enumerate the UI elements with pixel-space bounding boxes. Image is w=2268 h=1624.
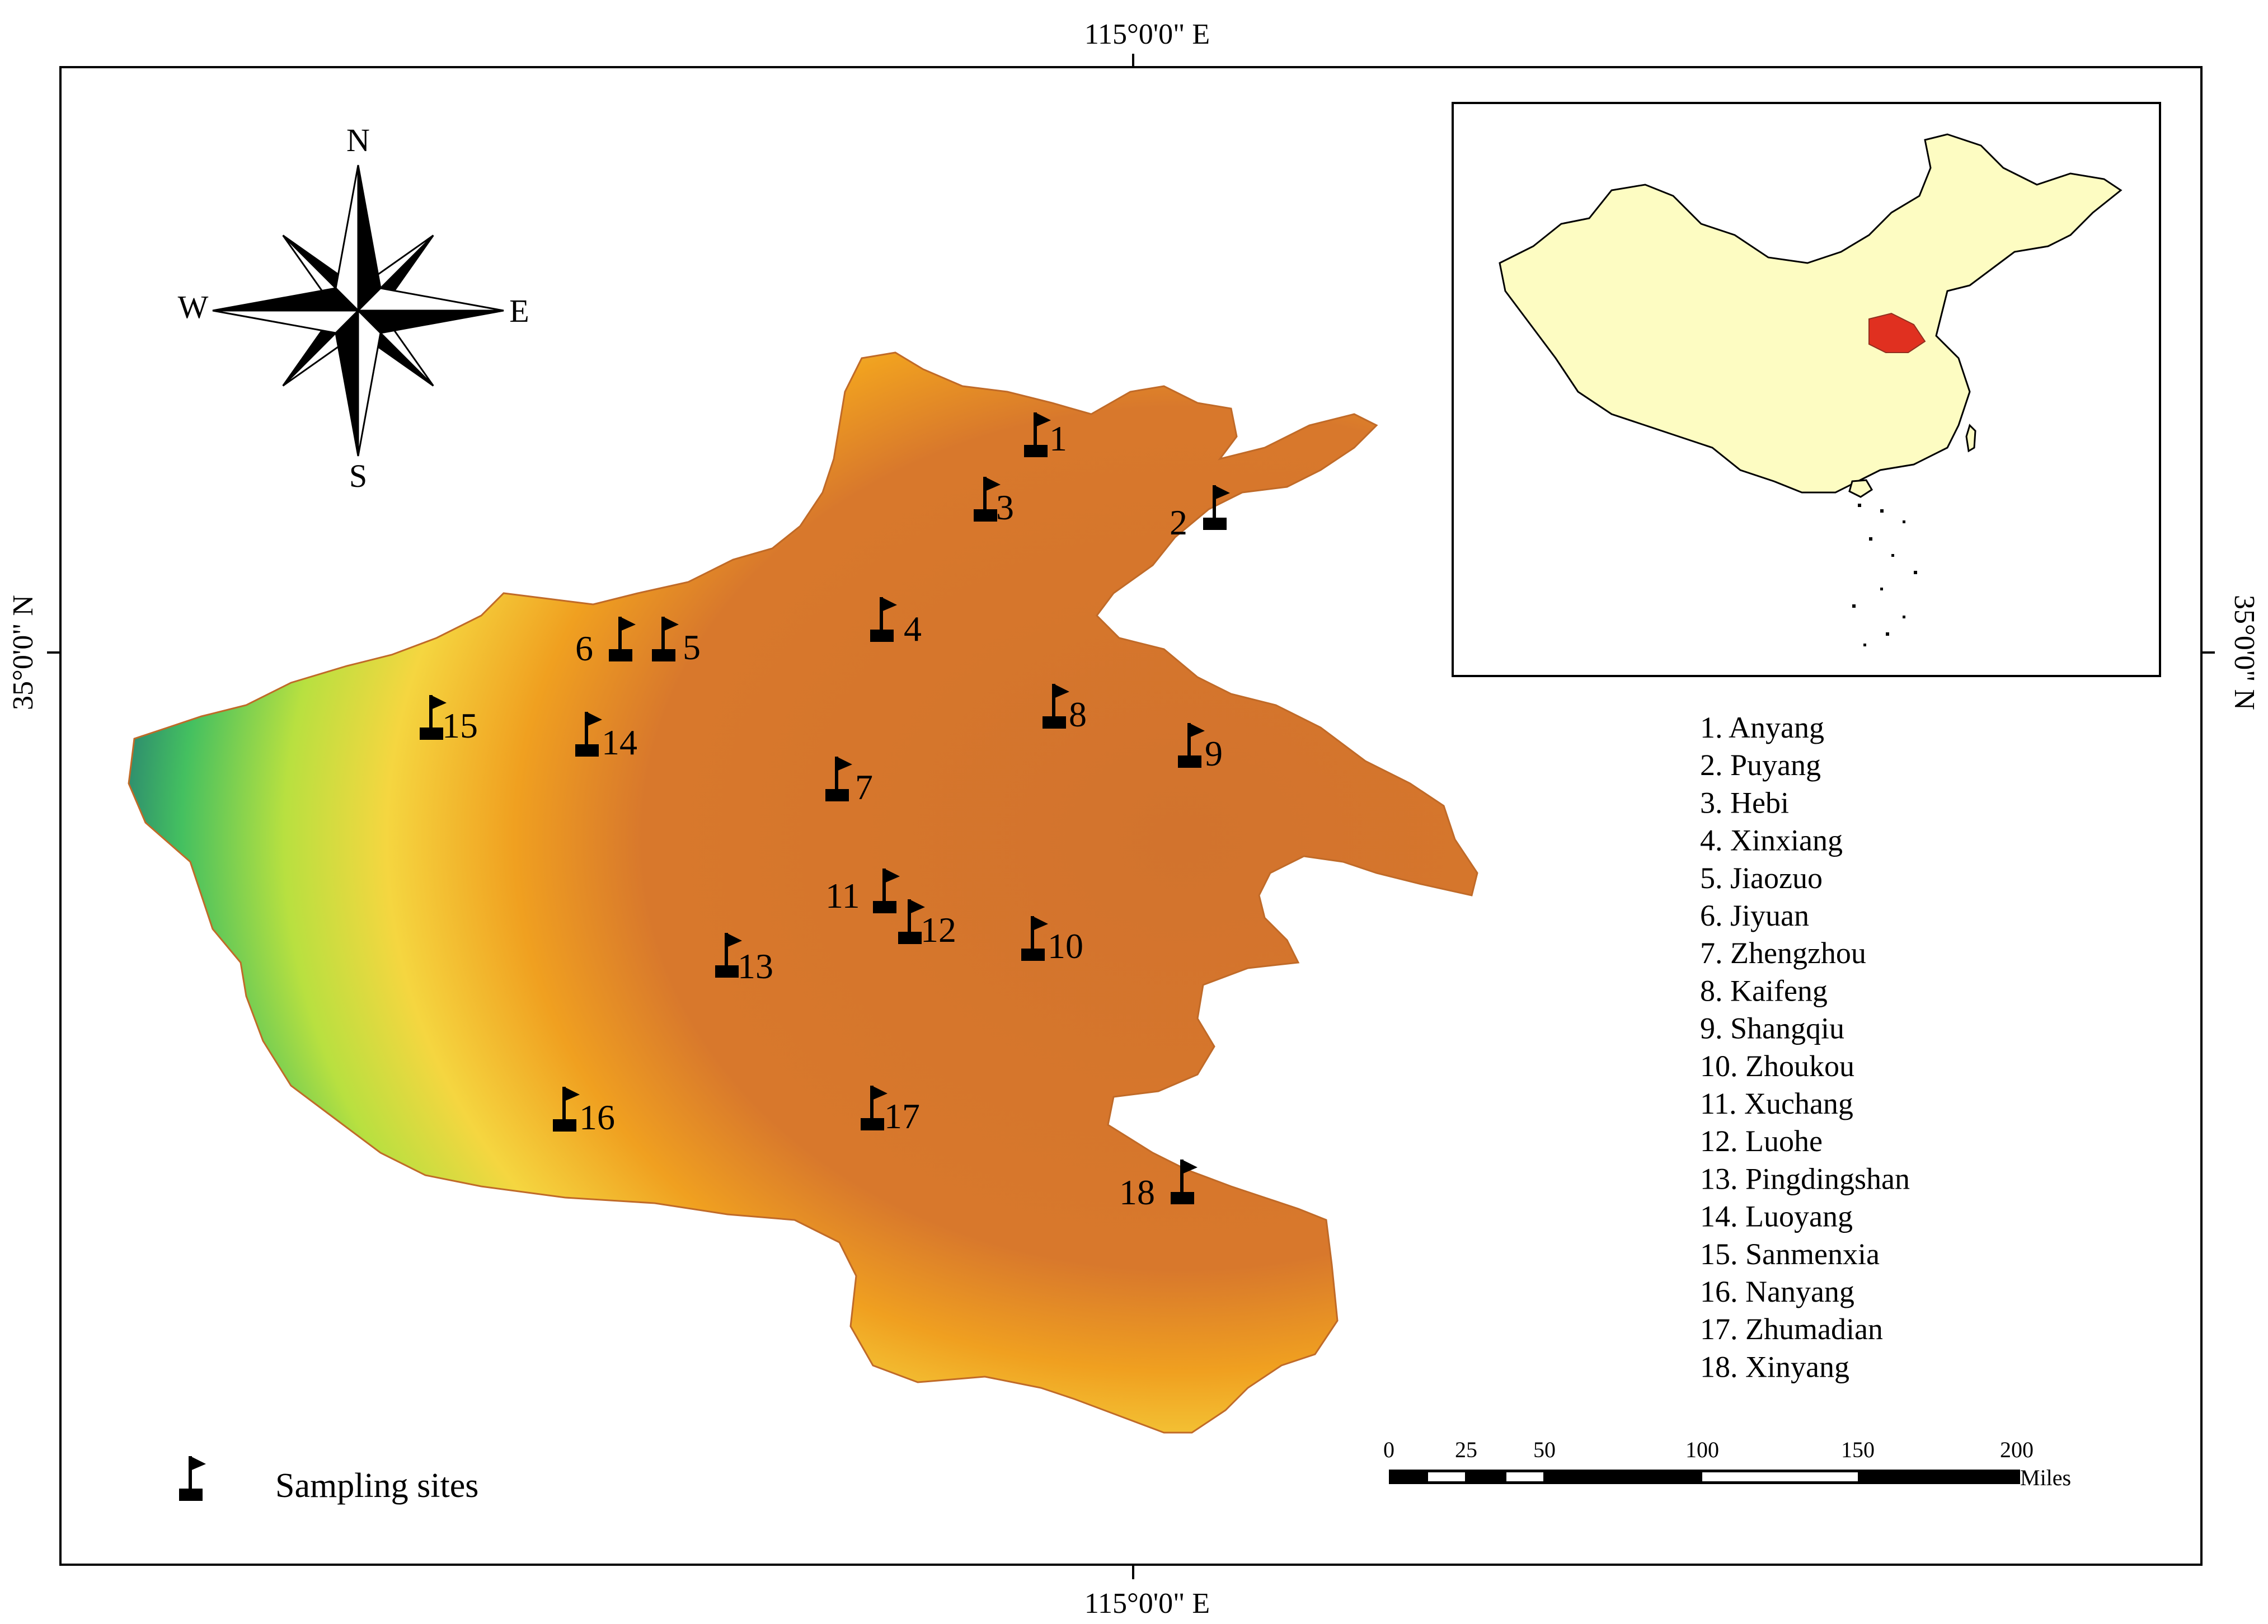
inset-china-outline [1499, 133, 2123, 494]
site-label: 13 [738, 946, 773, 986]
city-legend-row: 3. Hebi [1700, 786, 1789, 819]
right-coordinate-label: 35°0'0" N [2228, 595, 2260, 710]
site-15: 15 [420, 695, 478, 745]
city-legend-row: 9. Shangqiu [1700, 1012, 1844, 1045]
site-8: 8 [1043, 684, 1087, 734]
scale-unit-label: Miles [2020, 1465, 2071, 1490]
city-legend-row: 7. Zhengzhou [1700, 936, 1866, 970]
site-12: 12 [898, 899, 956, 950]
left-coordinate-label: 35°0'0" N [7, 595, 39, 710]
city-legend-row: 11. Xuchang [1700, 1087, 1853, 1120]
site-2: 2 [1170, 485, 1230, 542]
city-legend-list: 1. Anyang 2. Puyang 3. Hebi 4. Xinxiang 5. J… [1700, 711, 1910, 1383]
scale-tick-50: 50 [1533, 1437, 1556, 1462]
compass-west-label: W [178, 289, 209, 325]
site-label: 4 [904, 609, 922, 649]
city-legend-row: 8. Kaifeng [1700, 974, 1828, 1007]
site-16: 16 [553, 1087, 615, 1137]
province-relief-area [128, 351, 1478, 1434]
site-label: 5 [683, 627, 701, 667]
city-legend-row: 18. Xinyang [1700, 1350, 1849, 1383]
site-5: 5 [652, 617, 701, 667]
city-legend-row: 16. Nanyang [1700, 1275, 1854, 1308]
site-4: 4 [870, 597, 922, 649]
city-legend-row: 10. Zhoukou [1700, 1049, 1854, 1083]
scale-bar [1389, 1470, 2020, 1484]
site-label: 2 [1170, 503, 1187, 542]
site-label: 18 [1119, 1172, 1155, 1212]
site-1: 1 [1024, 412, 1067, 458]
inset-south-sea-islands [1852, 504, 1917, 646]
compass-south-label: S [349, 458, 367, 494]
site-label: 6 [575, 628, 593, 668]
site-label: 1 [1049, 419, 1067, 458]
site-14: 14 [575, 712, 637, 762]
site-label: 12 [921, 910, 956, 950]
site-label: 9 [1205, 734, 1223, 773]
site-label: 8 [1069, 694, 1087, 734]
inset-taiwan-island [1965, 424, 1976, 453]
site-label: 17 [884, 1096, 920, 1136]
site-6: 6 [575, 617, 636, 668]
scale-tick-25: 25 [1455, 1437, 1477, 1462]
city-legend-row: 6. Jiyuan [1700, 899, 1809, 932]
city-legend-row: 4. Xinxiang [1700, 824, 1843, 857]
site-label: 14 [602, 722, 637, 762]
site-label: 15 [442, 706, 478, 745]
compass-main-star [212, 165, 504, 457]
compass-north-label: N [346, 122, 370, 158]
site-3: 3 [974, 477, 1014, 527]
bottom-coordinate-label: 115°0'0" E [1084, 1588, 1210, 1620]
city-legend-row: 2. Puyang [1700, 748, 1821, 782]
site-label: 11 [825, 876, 860, 916]
scale-tick-100: 100 [1685, 1437, 1719, 1462]
site-7: 7 [825, 757, 873, 807]
compass-east-label: E [509, 293, 529, 329]
city-legend-row: 13. Pingdingshan [1700, 1162, 1910, 1195]
site-13: 13 [715, 933, 773, 986]
sampling-sites-legend-label: Sampling sites [275, 1467, 478, 1505]
site-label: 7 [855, 767, 873, 807]
site-17: 17 [861, 1086, 920, 1136]
site-label: 10 [1048, 926, 1083, 966]
city-legend-row: 17. Zhumadian [1700, 1312, 1883, 1346]
site-11: 11 [825, 869, 900, 916]
scale-tick-0: 0 [1383, 1437, 1394, 1462]
city-legend-row: 1. Anyang [1700, 711, 1824, 744]
top-coordinate-label: 115°0'0" E [1084, 18, 1210, 50]
site-10: 10 [1021, 916, 1083, 966]
site-label: 3 [996, 487, 1014, 527]
scale-tick-150: 150 [1841, 1437, 1875, 1462]
city-legend-row: 14. Luoyang [1700, 1200, 1853, 1233]
city-legend-row: 15. Sanmenxia [1700, 1237, 1880, 1271]
site-label: 16 [579, 1097, 615, 1137]
city-legend-row: 5. Jiaozuo [1700, 861, 1823, 895]
compass-rose [212, 165, 504, 457]
scale-tick-200: 200 [2000, 1437, 2034, 1462]
site-9: 9 [1178, 723, 1223, 773]
inset-henan-highlight [1868, 312, 1926, 353]
inset-hainan-island [1848, 479, 1873, 498]
site-18: 18 [1119, 1160, 1198, 1212]
city-legend-row: 12. Luohe [1700, 1124, 1823, 1158]
